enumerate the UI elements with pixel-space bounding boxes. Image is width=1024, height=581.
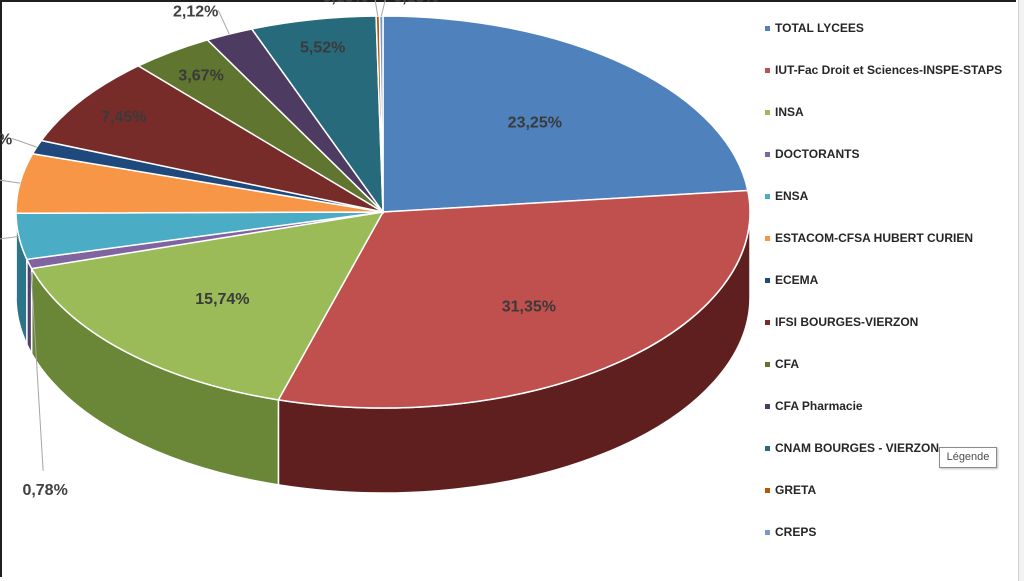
pie-slice-13[interactable]	[378, 15, 384, 213]
pie-slice-3[interactable]	[30, 211, 385, 401]
legend-item[interactable]: GRETA	[765, 480, 816, 500]
legend-label: CREPS	[775, 525, 817, 539]
legend-label: IUT-Fac Droit et Sciences-INSPE-STAPS	[775, 63, 1003, 77]
legend-item[interactable]: CFA Pharmacie	[765, 396, 863, 416]
legend-swatch	[765, 361, 770, 367]
legend-swatch	[765, 109, 770, 115]
legend-item[interactable]: IUT-Fac Droit et Sciences-INSPE-STAPS	[765, 60, 1002, 80]
slice-label-11: 5,52%	[300, 40, 345, 57]
legend-tooltip: Légende	[939, 447, 997, 468]
legend-label: CFA	[775, 357, 799, 371]
slice-label-13: 0,15%	[393, 0, 438, 6]
legend-label: IFSI BOURGES-VIERZON	[775, 315, 919, 329]
leader-line-6	[0, 179, 21, 184]
leader-line-10	[217, 10, 230, 35]
legend-label: CFA Pharmacie	[775, 399, 863, 413]
legend-swatch	[765, 67, 770, 73]
legend-label: INSA	[775, 105, 804, 119]
legend-item[interactable]: ECEMA	[765, 270, 818, 290]
legend-item[interactable]: ESTACOM-CFSA HUBERT CURIEN	[765, 228, 973, 248]
legend-item[interactable]: INSA	[765, 102, 804, 122]
pie-slice-8[interactable]	[39, 65, 384, 213]
legend-swatch	[765, 319, 770, 325]
legend-swatch	[765, 193, 770, 199]
legend-label: ECEMA	[775, 273, 819, 287]
legend-swatch	[765, 529, 770, 535]
slice-label-9: 3,67%	[178, 67, 223, 84]
slice-label-8: 7,45%	[101, 109, 146, 126]
slice-label-3: 15,74%	[195, 291, 249, 308]
legend-swatch	[765, 151, 770, 157]
legend-swatch	[765, 235, 770, 241]
slice-labels: 23,25%31,35%15,74%0,78%3,78%4,90%1,14%7,…	[0, 0, 562, 499]
window-edge	[1018, 0, 1024, 581]
pie-slice-2[interactable]	[277, 189, 751, 409]
legend-item[interactable]: CNAM BOURGES - VIERZON	[765, 438, 939, 458]
slice-label-2: 31,35%	[502, 298, 556, 315]
legend-label: ESTACOM-CFSA HUBERT CURIEN	[775, 231, 973, 245]
legend-label: ENSA	[775, 189, 809, 203]
slice-label-1: 23,25%	[508, 114, 562, 131]
legend-swatch	[765, 445, 770, 451]
legend-item[interactable]: CREPS	[765, 522, 816, 542]
slice-label-12: 0,15%	[322, 0, 367, 6]
pie-top-face	[15, 15, 751, 409]
legend-swatch	[765, 25, 770, 31]
legend-item[interactable]: IFSI BOURGES-VIERZON	[765, 312, 918, 332]
leader-line-7	[11, 138, 37, 148]
legend-item[interactable]: DOCTORANTS	[765, 144, 859, 164]
legend-item[interactable]: ENSA	[765, 186, 808, 206]
leader-line-12	[374, 0, 379, 17]
legend-swatch	[765, 487, 770, 493]
legend-item[interactable]: CFA	[765, 354, 799, 374]
legend-item[interactable]: TOTAL LYCEES	[765, 18, 864, 38]
legend-label: CNAM BOURGES - VIERZON	[775, 441, 940, 455]
slice-label-4: 0,78%	[22, 482, 67, 499]
legend-label: DOCTORANTS	[775, 147, 860, 161]
legend-swatch	[765, 403, 770, 409]
leader-line-5	[0, 235, 19, 240]
slice-label-10: 2,12%	[173, 3, 218, 20]
leader-line-4	[30, 271, 44, 471]
pie-slice-1[interactable]	[382, 15, 749, 213]
slice-label-7: 1,14%	[0, 132, 12, 149]
legend-label: TOTAL LYCEES	[775, 21, 864, 35]
legend-label: GRETA	[775, 483, 817, 497]
legend-swatch	[765, 277, 770, 283]
leader-line-13	[380, 0, 386, 17]
